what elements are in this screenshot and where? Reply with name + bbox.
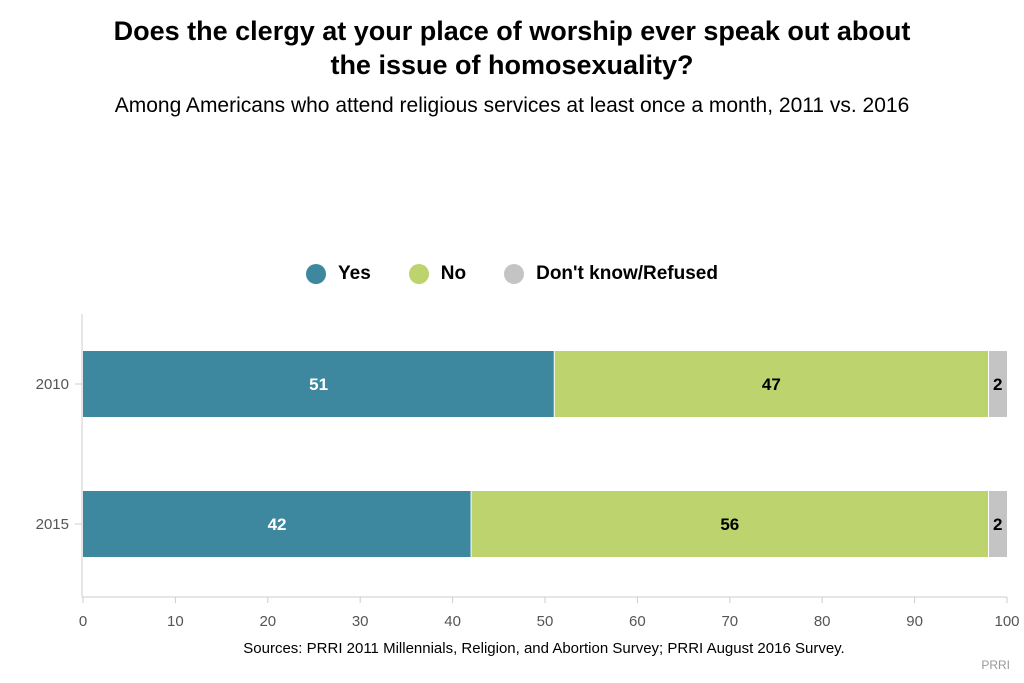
legend-item-dont-know: Don't know/Refused xyxy=(504,263,718,285)
bar-value-label: 47 xyxy=(762,375,781,394)
y-tick-label: 2010 xyxy=(36,376,69,393)
chart-bars: 51 47 2 42 56 2 xyxy=(83,351,1007,557)
x-tick-label: 0 xyxy=(79,613,87,630)
x-tick-label: 70 xyxy=(721,613,738,630)
legend-label-dont-know: Don't know/Refused xyxy=(536,263,718,284)
bar-value-label: 42 xyxy=(268,515,287,534)
bar-segment xyxy=(554,351,989,417)
legend-swatch-no xyxy=(408,264,429,284)
x-tick-label: 10 xyxy=(167,613,184,630)
legend-item-yes: Yes xyxy=(306,263,371,285)
x-tick-label: 90 xyxy=(906,613,923,630)
source-note: Sources: PRRI 2011 Millennials, Religion… xyxy=(243,640,845,657)
chart-subtitle: Among Americans who attend religious ser… xyxy=(114,94,910,117)
x-tick-label: 20 xyxy=(259,613,276,630)
bar-value-label: 2 xyxy=(993,375,1002,394)
chart-title-line-1: Does the clergy at your place of worship… xyxy=(113,16,911,46)
legend-label-yes: Yes xyxy=(338,263,371,284)
bar-segment xyxy=(83,491,472,557)
legend-item-no: No xyxy=(408,263,467,285)
x-tick-label: 80 xyxy=(814,613,831,630)
x-tick-label: 50 xyxy=(537,613,554,630)
y-tick-label: 2015 xyxy=(36,516,69,533)
legend-swatch-yes xyxy=(306,264,327,284)
bar-segment xyxy=(471,491,989,557)
x-tick-label: 100 xyxy=(994,613,1019,630)
x-tick-label: 30 xyxy=(352,613,369,630)
bar-value-label: 56 xyxy=(720,515,739,534)
bar-value-label: 51 xyxy=(309,375,328,394)
chart-title-line-2: the issue of homosexuality? xyxy=(330,50,694,80)
chart-legend: Yes No Don't know/Refused xyxy=(0,262,1024,286)
x-tick-label: 40 xyxy=(444,613,461,630)
legend-label-no: No xyxy=(440,263,467,284)
x-tick-label: 60 xyxy=(629,613,646,630)
bar-value-label: 2 xyxy=(993,515,1002,534)
bar-segment xyxy=(988,491,1007,557)
chart-axes: 0 10 20 30 40 50 60 70 80 90 100 2010 2015 xyxy=(36,314,1020,630)
credit-label: PRRI xyxy=(981,658,1010,672)
legend-swatch-dont-know xyxy=(504,264,525,284)
bar-segment xyxy=(988,351,1007,417)
bar-segment xyxy=(83,351,555,417)
chart-title: Does the clergy at your place of worship… xyxy=(0,14,1024,82)
